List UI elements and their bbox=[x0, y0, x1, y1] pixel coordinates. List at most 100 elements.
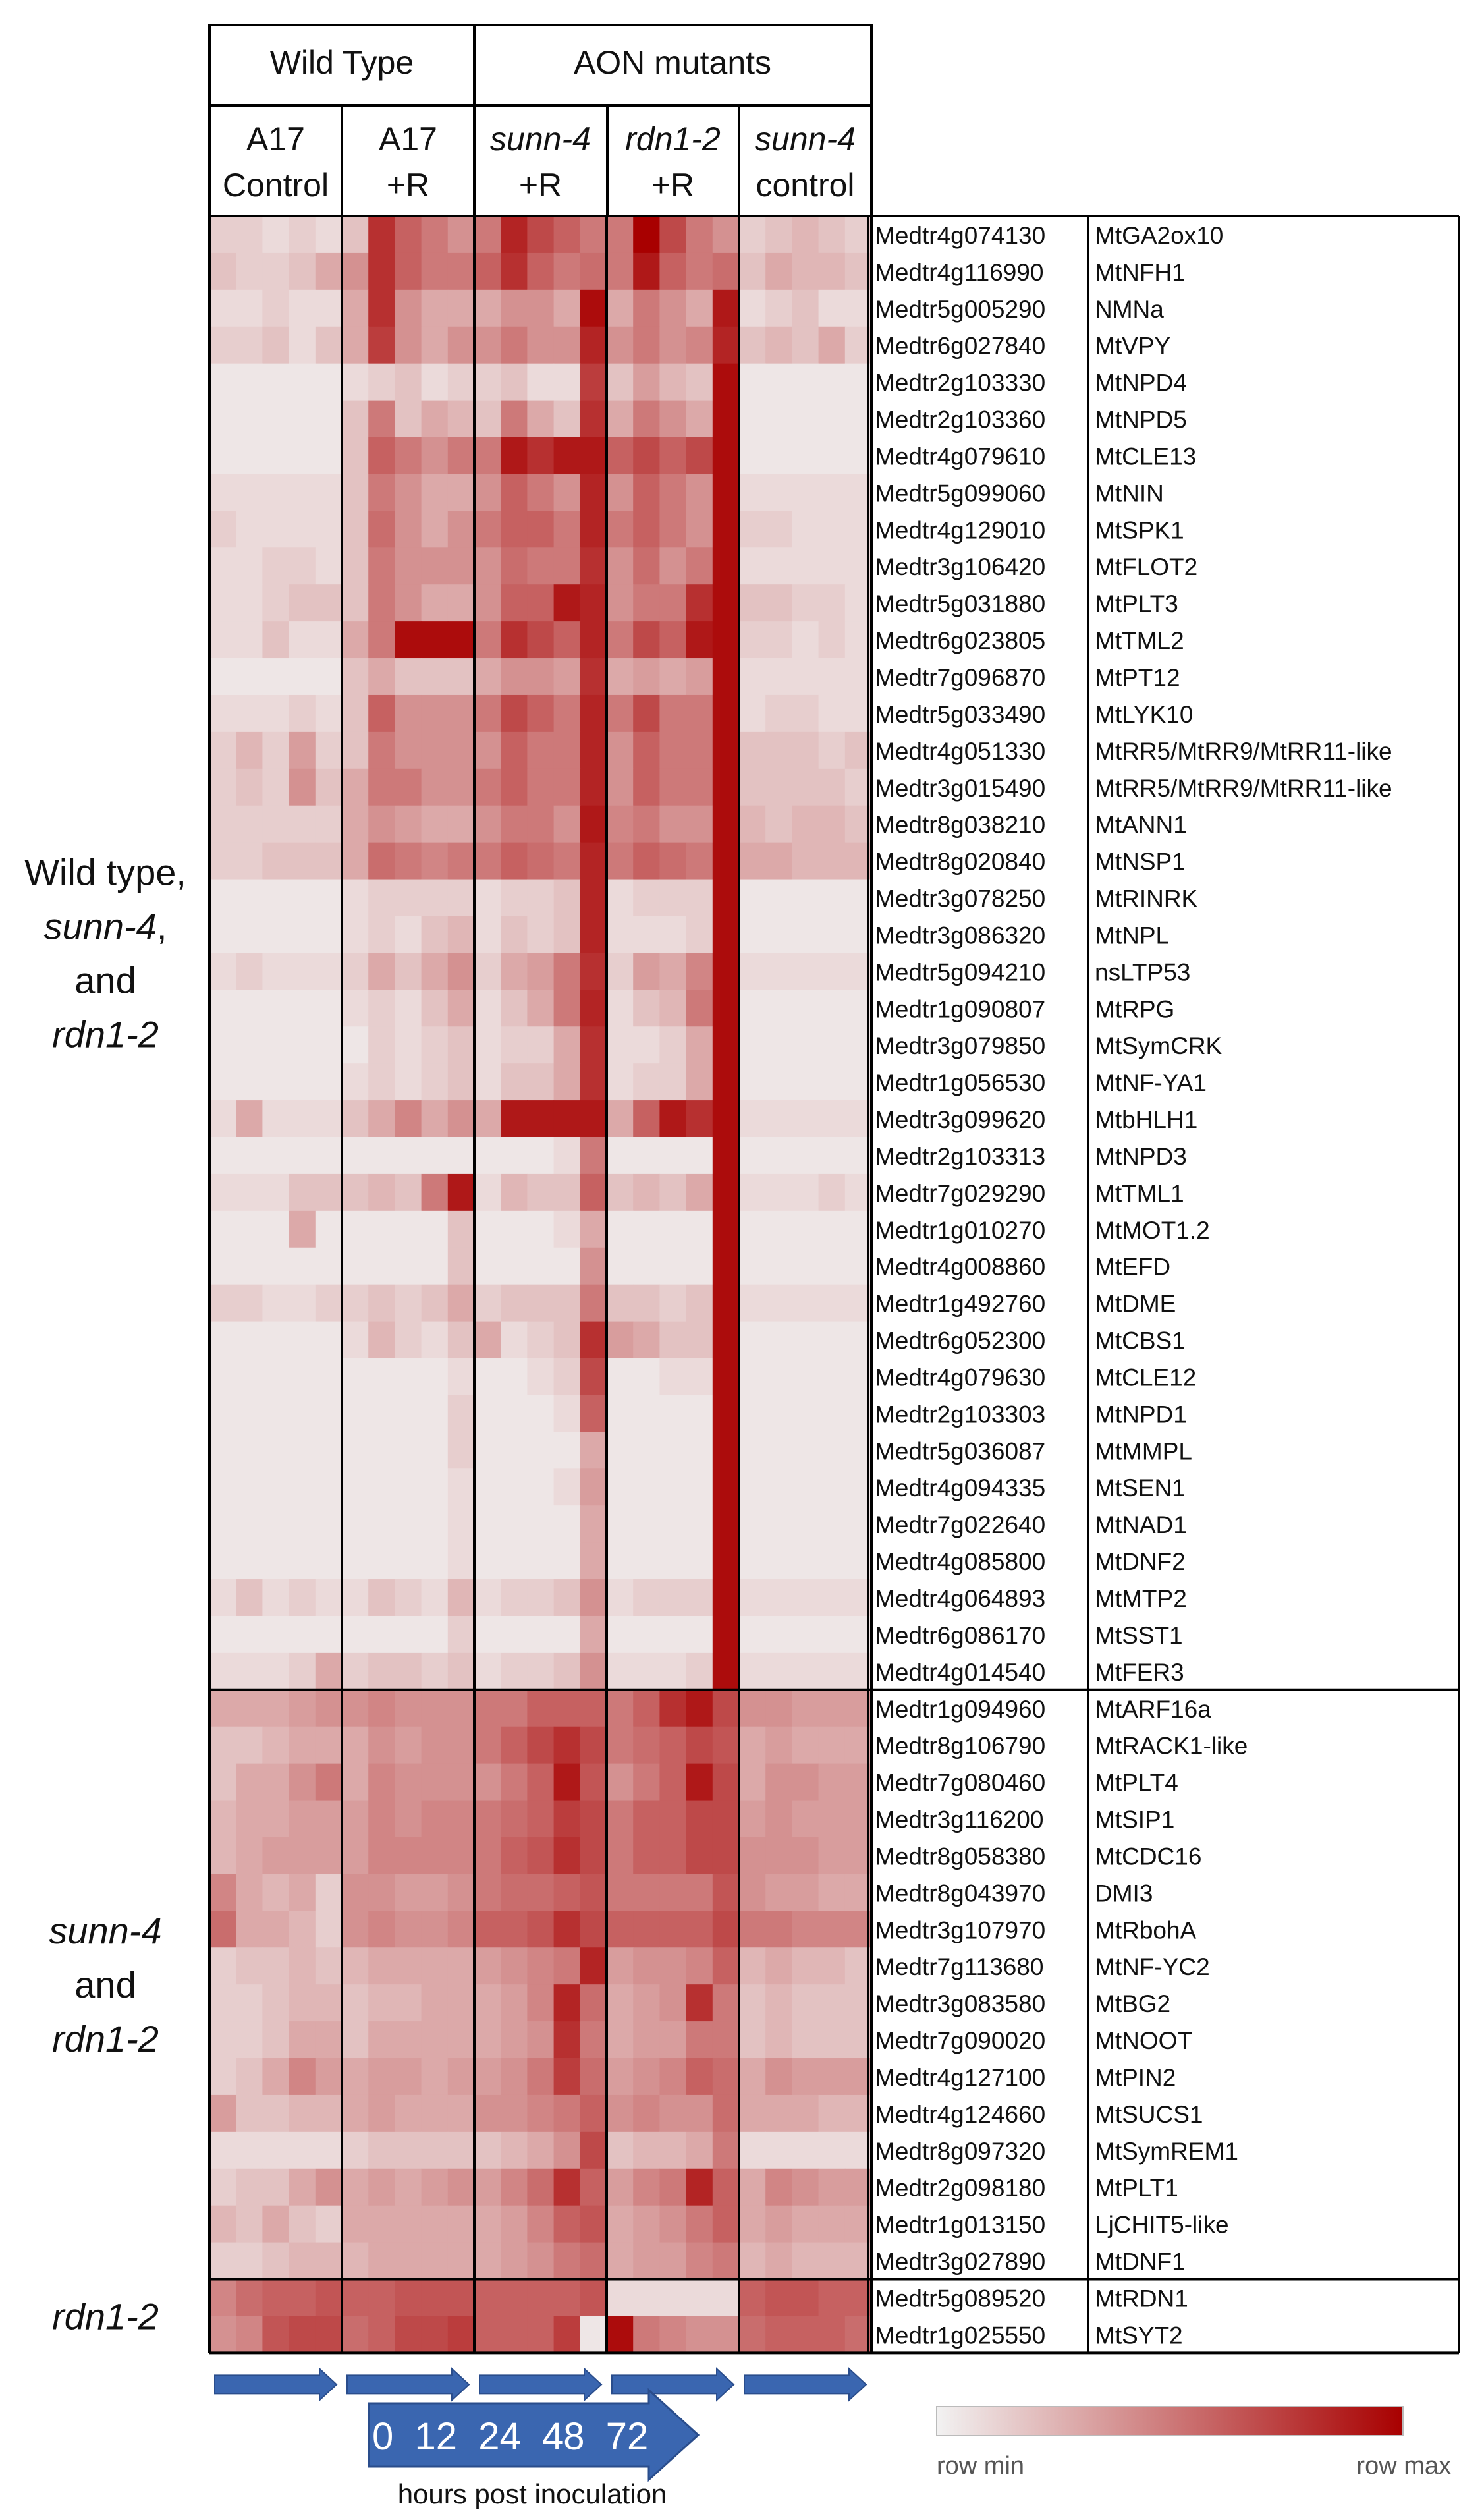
heatmap-cell bbox=[739, 2058, 766, 2096]
heatmap-cell bbox=[527, 326, 555, 364]
heatmap-cell bbox=[818, 1542, 846, 1580]
gene-name-label: MtPLT3 bbox=[1095, 590, 1178, 617]
heatmap-cell bbox=[209, 1763, 236, 1801]
heatmap-cell bbox=[607, 1726, 634, 1764]
heatmap-cell bbox=[818, 1579, 846, 1617]
heatmap-cell bbox=[792, 2242, 819, 2280]
heatmap-cell bbox=[368, 1026, 395, 1064]
heatmap-cell bbox=[792, 2168, 819, 2206]
heatmap-cell bbox=[262, 879, 290, 917]
heatmap-cell bbox=[580, 990, 607, 1027]
gene-id-label: Medtr4g008860 bbox=[875, 1254, 1045, 1281]
gene-name-label: MtDNF1 bbox=[1095, 2249, 1186, 2276]
heatmap-cell bbox=[395, 694, 422, 733]
heatmap-cell bbox=[633, 1911, 660, 1948]
heatmap-cell bbox=[501, 437, 528, 475]
heatmap-cell bbox=[236, 216, 263, 254]
heatmap-cell bbox=[739, 289, 766, 327]
heatmap-cell bbox=[633, 1100, 660, 1138]
heatmap-cell bbox=[553, 990, 581, 1027]
heatmap-cell bbox=[236, 1321, 263, 1359]
heatmap-cell bbox=[289, 1026, 316, 1064]
heatmap-cell bbox=[209, 474, 236, 511]
heatmap-cell bbox=[421, 1100, 449, 1138]
heatmap-cell bbox=[659, 731, 687, 769]
heatmap-cell bbox=[501, 694, 528, 733]
heatmap-cell bbox=[527, 658, 555, 696]
heatmap-cell bbox=[368, 2316, 395, 2353]
heatmap-cell bbox=[633, 1763, 660, 1801]
heatmap-cell bbox=[501, 2094, 528, 2133]
heatmap-cell bbox=[447, 1100, 475, 1138]
heatmap-cell bbox=[633, 216, 660, 254]
heatmap-cell bbox=[818, 1726, 846, 1764]
heatmap-cell bbox=[289, 1874, 316, 1911]
group-2-label-line: sunn-4 bbox=[49, 1910, 161, 1951]
heatmap-cell bbox=[712, 252, 740, 291]
heatmap-cell bbox=[739, 1652, 766, 1691]
heatmap-cell bbox=[209, 2316, 236, 2353]
heatmap-cell bbox=[765, 216, 792, 254]
heatmap-cell bbox=[686, 805, 713, 843]
heatmap-cell bbox=[739, 1247, 766, 1285]
heatmap-cell bbox=[659, 584, 687, 622]
heatmap-cell bbox=[527, 879, 555, 917]
heatmap-cell bbox=[818, 1063, 846, 1101]
heatmap-cell bbox=[262, 2021, 290, 2059]
heatmap-cell bbox=[209, 1800, 236, 1838]
heatmap-cell bbox=[395, 1137, 422, 1175]
heatmap-cell bbox=[712, 437, 740, 475]
heatmap-cell bbox=[209, 1395, 236, 1432]
gene-id-label: Medtr7g096870 bbox=[875, 664, 1045, 691]
heatmap-cell bbox=[209, 1063, 236, 1101]
heatmap-cell bbox=[580, 1026, 607, 1064]
heatmap-cell bbox=[527, 1800, 555, 1838]
heatmap-cell bbox=[395, 289, 422, 327]
heatmap-cell bbox=[792, 1395, 819, 1432]
heatmap-cell bbox=[421, 2242, 449, 2280]
heatmap-cell bbox=[236, 1100, 263, 1138]
heatmap-cell bbox=[765, 1468, 792, 1506]
heatmap-cell bbox=[527, 437, 555, 475]
heatmap-cell bbox=[607, 437, 634, 475]
heatmap-cell bbox=[792, 1505, 819, 1543]
heatmap-cell bbox=[289, 842, 316, 880]
heatmap-cell bbox=[236, 1358, 263, 1396]
heatmap-cell bbox=[447, 252, 475, 291]
heatmap-cell bbox=[236, 326, 263, 364]
heatmap-cell bbox=[553, 2058, 581, 2096]
heatmap-cell bbox=[315, 1726, 343, 1764]
heatmap-cell bbox=[818, 474, 846, 511]
heatmap-cell bbox=[712, 953, 740, 990]
gene-id-label: Medtr7g080460 bbox=[875, 1770, 1045, 1797]
heatmap-cell bbox=[792, 2058, 819, 2096]
column-label-4-line2: +R bbox=[651, 167, 694, 204]
heatmap-cell bbox=[315, 805, 343, 843]
heatmap-gridlines bbox=[208, 215, 1460, 2355]
heatmap-cell bbox=[342, 1284, 369, 1322]
heatmap-cell bbox=[289, 1173, 316, 1212]
heatmap-cell bbox=[739, 1173, 766, 1212]
column-header: Wild Type AON mutants A17ControlA17+Rsun… bbox=[208, 24, 873, 217]
heatmap-cell bbox=[712, 1395, 740, 1432]
heatmap-cell bbox=[209, 805, 236, 843]
heatmap-cell bbox=[289, 2205, 316, 2243]
heatmap-cell bbox=[342, 1652, 369, 1691]
heatmap-cell bbox=[712, 2168, 740, 2206]
heatmap-cell bbox=[236, 1468, 263, 1506]
heatmap-cell bbox=[342, 1468, 369, 1506]
heatmap-cell bbox=[686, 1947, 713, 1985]
heatmap-cell bbox=[421, 584, 449, 622]
heatmap-cell bbox=[818, 1432, 846, 1469]
heatmap-cell bbox=[792, 694, 819, 733]
heatmap-cell bbox=[765, 547, 792, 585]
heatmap-cell bbox=[395, 658, 422, 696]
heatmap-cell bbox=[607, 768, 634, 806]
heatmap-cell bbox=[553, 1173, 581, 1212]
heatmap-cell bbox=[527, 1763, 555, 1801]
heatmap-cell bbox=[342, 694, 369, 733]
heatmap-cell bbox=[553, 1468, 581, 1506]
gene-id-label: Medtr1g492760 bbox=[875, 1291, 1045, 1318]
heatmap-cell bbox=[262, 1800, 290, 1838]
